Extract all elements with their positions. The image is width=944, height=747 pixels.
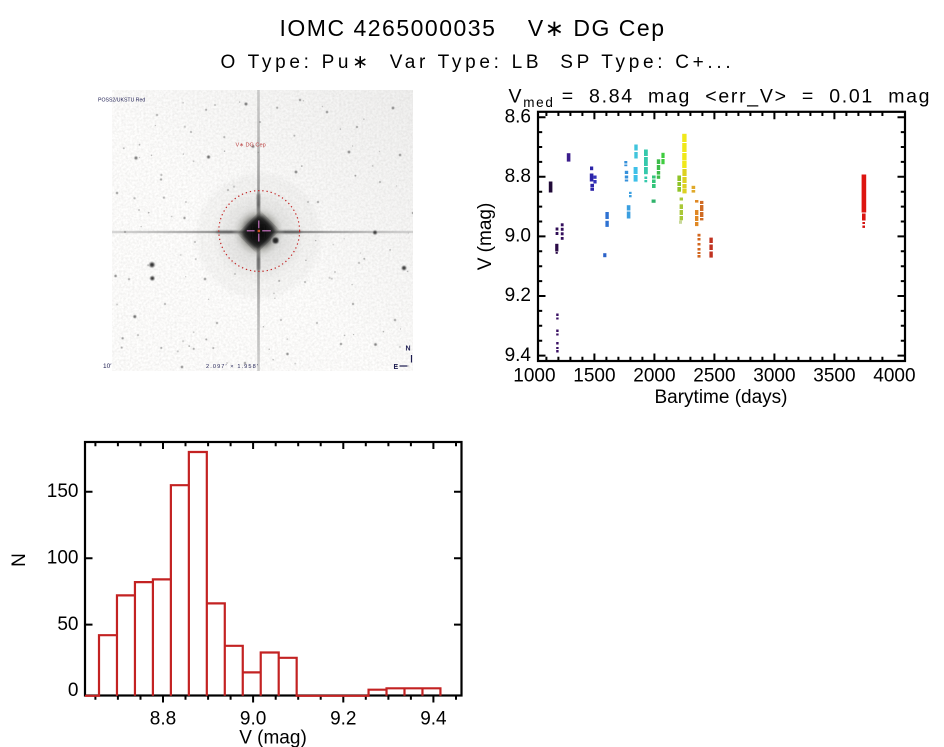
svg-text:V∗ DG Cep: V∗ DG Cep (236, 143, 266, 149)
svg-text:10′: 10′ (103, 363, 112, 370)
svg-text:150: 150 (47, 481, 79, 502)
svg-text:Barytime (days): Barytime (days) (654, 387, 787, 408)
svg-text:9.0: 9.0 (240, 709, 266, 730)
svg-text:POSS2/UKSTU Red: POSS2/UKSTU Red (98, 98, 145, 104)
svg-text:1500: 1500 (573, 366, 615, 387)
svg-text:V (mag): V (mag) (475, 203, 496, 271)
svg-text:9.0: 9.0 (505, 226, 531, 247)
svg-text:V (mag): V (mag) (239, 728, 307, 747)
svg-text:8.8: 8.8 (150, 709, 176, 730)
svg-text:9.4: 9.4 (420, 709, 447, 730)
svg-text:E: E (394, 364, 399, 371)
svg-text:2.097′ × 1.958′: 2.097′ × 1.958′ (206, 364, 259, 370)
svg-text:100: 100 (47, 547, 79, 568)
svg-text:50: 50 (57, 614, 78, 635)
svg-text:9.4: 9.4 (505, 345, 532, 366)
svg-text:8.6: 8.6 (505, 106, 531, 127)
svg-text:N: N (406, 346, 411, 353)
svg-text:2500: 2500 (693, 366, 735, 387)
svg-text:1000: 1000 (513, 366, 555, 387)
svg-text:Vmed = 8.84 mag <err_V> =: Vmed = 8.84 mag <err_V> = 0.01 mag (509, 86, 932, 111)
svg-text:0: 0 (68, 680, 79, 701)
svg-text:N: N (9, 553, 30, 567)
svg-text:9.2: 9.2 (505, 285, 531, 306)
svg-text:3000: 3000 (753, 366, 795, 387)
svg-text:2000: 2000 (633, 366, 675, 387)
svg-text:4000: 4000 (873, 366, 915, 387)
svg-text:3500: 3500 (813, 366, 855, 387)
svg-text:8.8: 8.8 (505, 166, 531, 187)
svg-text:9.2: 9.2 (330, 709, 356, 730)
